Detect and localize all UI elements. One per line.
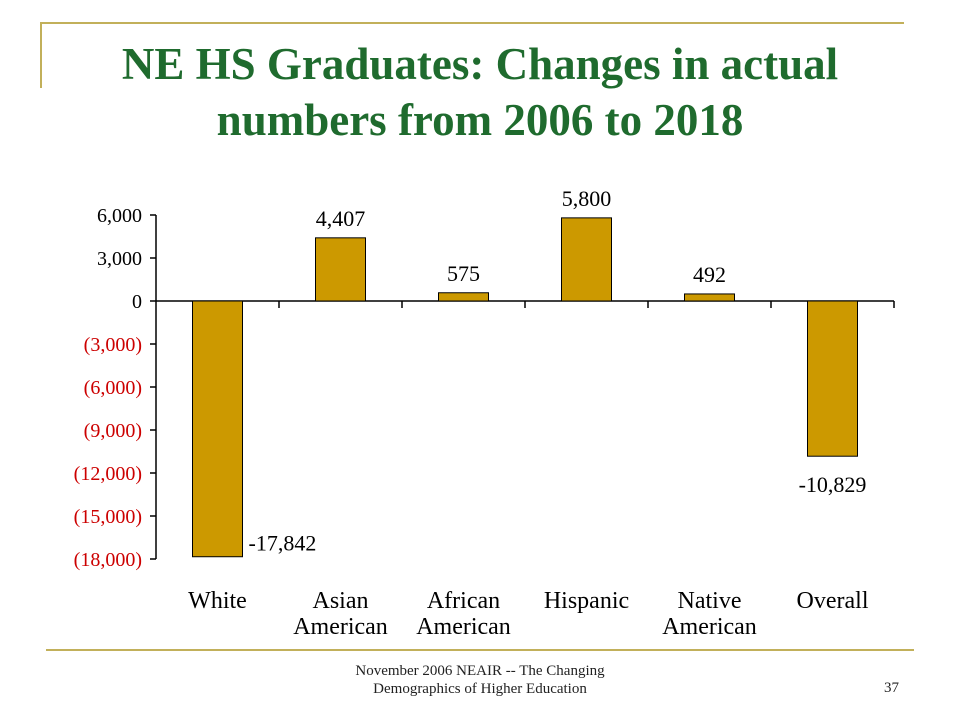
bar	[684, 293, 735, 302]
page-number: 37	[884, 680, 899, 696]
bar	[807, 300, 858, 457]
data-label: -10,829	[799, 472, 867, 497]
footer-line-2: Demographics of Higher Education	[373, 681, 587, 697]
y-tick-label: 3,000	[97, 248, 142, 270]
title-line-1: NE HS Graduates: Changes in actual	[121, 39, 839, 89]
slide-footer: November 2006 NEAIR -- The Changing Demo…	[280, 662, 680, 698]
y-tick-label: (3,000)	[84, 334, 142, 356]
data-label: 575	[447, 261, 480, 286]
slide-frame-bottom	[46, 649, 914, 651]
y-tick-label: 0	[132, 291, 142, 313]
bar	[438, 292, 489, 302]
category-label: Native	[678, 588, 742, 614]
y-tick-label: 6,000	[97, 205, 142, 227]
data-label: 4,407	[316, 206, 366, 231]
slide-frame-left	[40, 22, 42, 88]
y-tick-label: (6,000)	[84, 377, 142, 399]
bar	[192, 300, 243, 558]
data-label: 492	[693, 262, 726, 287]
category-label: Hispanic	[544, 588, 629, 614]
category-label: Asian	[313, 588, 369, 614]
y-tick-label: (12,000)	[74, 463, 142, 485]
y-tick-label: (15,000)	[74, 506, 142, 528]
slide-title: NE HS Graduates: Changes in actual numbe…	[44, 36, 916, 148]
category-label: White	[188, 588, 247, 614]
y-tick-label: (18,000)	[74, 549, 142, 571]
data-label: -17,842	[249, 531, 317, 556]
data-label: 5,800	[562, 186, 612, 211]
bar	[315, 237, 366, 302]
category-label: Overall	[797, 588, 869, 614]
footer-line-1: November 2006 NEAIR -- The Changing	[355, 663, 605, 679]
category-label: African	[427, 588, 500, 614]
y-tick-label: (9,000)	[84, 420, 142, 442]
category-label: American	[662, 614, 757, 640]
category-label: American	[293, 614, 388, 640]
slide-frame-top	[40, 22, 904, 24]
bar	[561, 217, 612, 302]
title-line-2: numbers from 2006 to 2018	[216, 95, 744, 145]
category-label: American	[416, 614, 511, 640]
